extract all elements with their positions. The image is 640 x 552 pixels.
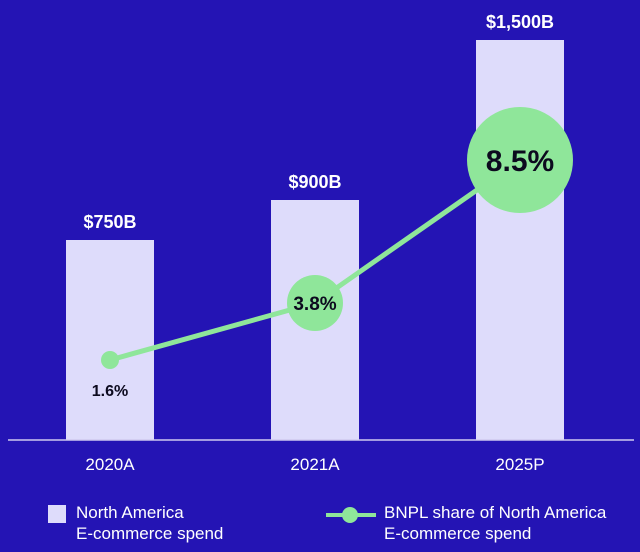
legend-line-swatch [326, 507, 376, 523]
legend-line-label-line2: E-commerce spend [384, 524, 532, 543]
bnpl-point-label: 3.8% [293, 294, 336, 315]
legend-bar-swatch [48, 505, 66, 523]
category-label: 2021A [290, 455, 340, 474]
bnpl-point-2021A [287, 275, 343, 331]
bar-value-label: $1,500B [486, 12, 554, 32]
bar-2025P [476, 40, 564, 440]
bnpl-point-2025P [467, 107, 573, 213]
bar-2020A [66, 240, 154, 440]
category-label: 2025P [495, 455, 544, 474]
category-label: 2020A [85, 455, 135, 474]
bnpl-point-2020A [101, 351, 119, 369]
bar-value-label: $750B [83, 212, 136, 232]
bar-value-label: $900B [288, 172, 341, 192]
legend-line-label-line1: BNPL share of North America [384, 503, 607, 522]
legend-bar-label-line1: North America [76, 503, 184, 522]
bnpl-point-label: 1.6% [92, 383, 128, 400]
bnpl-point-label: 8.5% [486, 145, 554, 178]
legend-bar-label-line2: E-commerce spend [76, 524, 224, 543]
